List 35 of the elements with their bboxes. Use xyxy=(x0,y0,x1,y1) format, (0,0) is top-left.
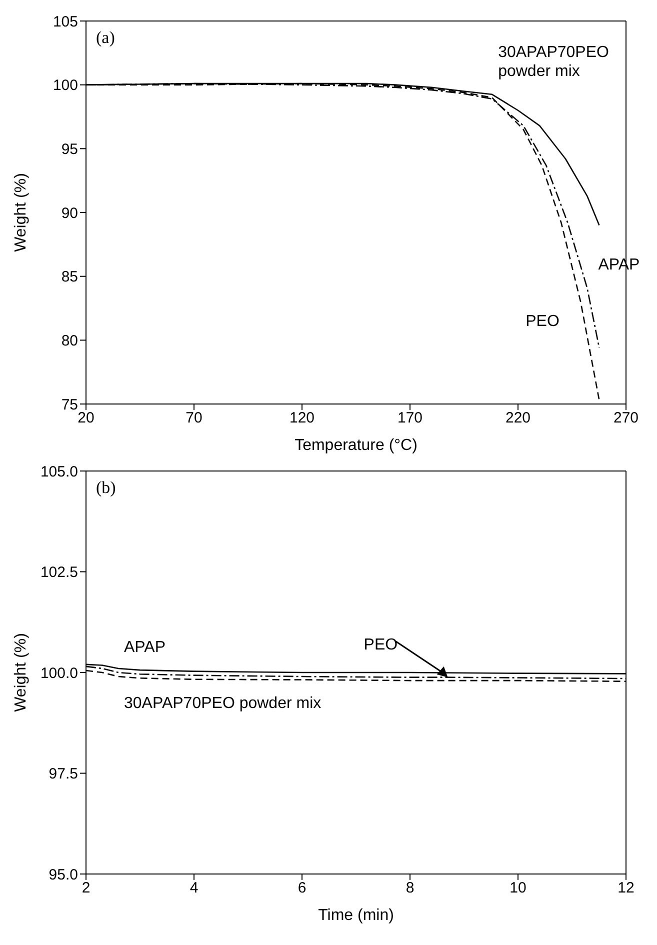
annotation: 30APAP70PEO powder mix xyxy=(498,44,609,80)
y-tick-label: 75 xyxy=(61,396,78,414)
y-axis-title: Weight (%) xyxy=(12,633,30,712)
x-tick-label: 170 xyxy=(397,410,423,427)
y-tick-label: 100 xyxy=(52,77,78,94)
x-tick-label: 220 xyxy=(505,410,531,427)
y-tick-label: 102.5 xyxy=(40,564,78,582)
x-tick-label: 12 xyxy=(618,880,634,897)
x-tick-label: 4 xyxy=(190,880,198,897)
x-tick-label: 10 xyxy=(510,880,526,897)
y-axis-title: Weight (%) xyxy=(12,173,30,252)
x-tick-label: 20 xyxy=(78,410,94,427)
chart-title: (a) xyxy=(96,28,115,47)
y-tick-label: 95 xyxy=(61,140,78,158)
y-tick-label: 100.0 xyxy=(40,664,78,682)
chart-title: (b) xyxy=(96,478,116,497)
x-axis-title: Temperature (°C) xyxy=(294,437,418,454)
y-tick-label: 97.5 xyxy=(48,766,78,783)
y-tick-label: 90 xyxy=(61,204,78,222)
annotation: PEO xyxy=(526,312,560,330)
annotation: 30APAP70PEO powder mix xyxy=(124,695,322,712)
x-tick-label: 2 xyxy=(82,880,90,897)
x-tick-label: 70 xyxy=(186,410,202,427)
x-axis-title: Time (min) xyxy=(318,907,394,924)
annotation: PEO xyxy=(364,636,398,654)
y-tick-label: 105.0 xyxy=(40,463,78,480)
annotation: APAP xyxy=(124,639,166,656)
x-tick-label: 270 xyxy=(613,410,639,427)
y-tick-label: 105 xyxy=(52,13,78,30)
y-tick-label: 95.0 xyxy=(48,866,78,884)
y-tick-label: 80 xyxy=(61,332,78,350)
y-tick-label: 85 xyxy=(61,268,78,286)
x-tick-label: 8 xyxy=(406,880,414,897)
x-tick-label: 120 xyxy=(289,410,315,427)
x-tick-label: 6 xyxy=(298,880,306,897)
